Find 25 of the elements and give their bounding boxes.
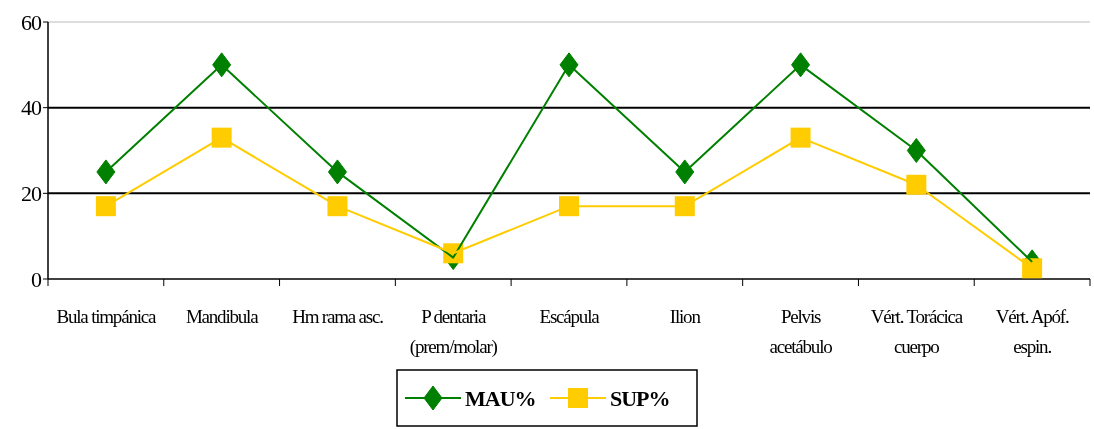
x-tick-label: Bula timpánica	[56, 306, 158, 327]
x-tick-label: Escápula	[539, 306, 601, 327]
point	[791, 52, 811, 78]
y-tick-label: 20	[21, 181, 42, 207]
point	[906, 138, 926, 163]
y-tick-label: 60	[21, 9, 42, 35]
point	[675, 159, 695, 185]
legend-label: SUP%	[610, 385, 670, 411]
y-tick-label: 40	[21, 95, 42, 121]
x-tick-label: Ilion	[669, 306, 702, 327]
point	[327, 159, 347, 185]
x-tick-label: Vért. Apóf. espin.	[995, 306, 1069, 357]
point	[559, 196, 579, 217]
point	[96, 159, 116, 185]
point	[559, 52, 579, 78]
point	[212, 52, 232, 78]
point	[1022, 258, 1043, 279]
x-tick-label: P dentaria (prem/molar)	[409, 306, 498, 358]
x-tick-label: Hm rama asc.	[292, 306, 384, 327]
x-tick-label: Vért. Torácica cuerpo	[870, 306, 964, 357]
y-tick-label: 0	[31, 266, 42, 292]
point	[95, 196, 116, 217]
x-tick-label: Pelvis acetábulo	[769, 306, 833, 357]
legend-label: MAU%	[465, 385, 536, 411]
x-tick-label: Mandibula	[185, 306, 260, 327]
